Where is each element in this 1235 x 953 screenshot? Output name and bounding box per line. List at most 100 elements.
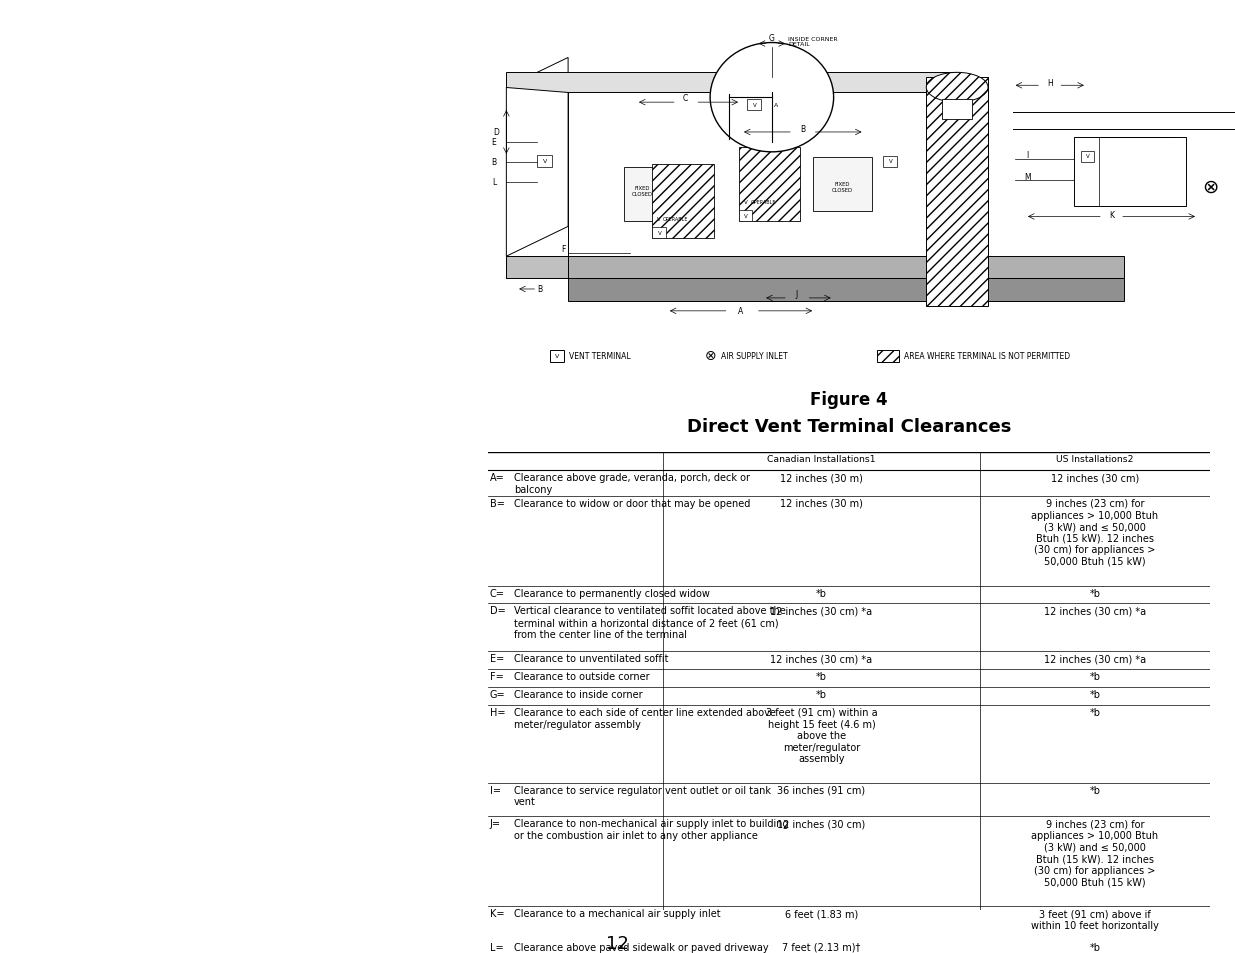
Text: *b: *b [816, 672, 827, 681]
FancyBboxPatch shape [813, 157, 872, 213]
Text: Clearance above paved sidewalk or paved driveway
located on public property: Clearance above paved sidewalk or paved … [514, 942, 768, 953]
Text: Direct Vent Terminal Clearances: Direct Vent Terminal Clearances [687, 417, 1011, 436]
Text: Clearance to permanently closed widow: Clearance to permanently closed widow [514, 588, 710, 598]
Text: FIXED
CLOSED: FIXED CLOSED [831, 182, 853, 193]
Text: OPERABLE: OPERABLE [663, 216, 689, 222]
Text: F=: F= [490, 672, 504, 681]
Polygon shape [506, 58, 568, 257]
Text: Clearance to outside corner: Clearance to outside corner [514, 672, 650, 681]
Ellipse shape [710, 44, 834, 152]
Text: Clearance to each side of center line extended above
meter/regulator assembly: Clearance to each side of center line ex… [514, 707, 776, 729]
Text: 12 inches (30 cm) *a: 12 inches (30 cm) *a [1044, 654, 1146, 663]
Polygon shape [506, 73, 957, 93]
FancyBboxPatch shape [1081, 152, 1094, 163]
FancyBboxPatch shape [739, 212, 752, 222]
Text: V: V [555, 354, 559, 358]
Text: M: M [1024, 173, 1031, 182]
Text: A: A [739, 307, 743, 316]
Text: Vertical clearance to ventilated soffit located above the
terminal within a hori: Vertical clearance to ventilated soffit … [514, 606, 785, 639]
Text: V: V [657, 216, 661, 222]
Text: Figure 4: Figure 4 [810, 391, 888, 409]
FancyBboxPatch shape [550, 351, 564, 362]
FancyBboxPatch shape [883, 156, 897, 168]
Text: 12 inches (30 m): 12 inches (30 m) [781, 473, 863, 482]
Text: 12 inches (30 cm) *a: 12 inches (30 cm) *a [1044, 606, 1146, 616]
Text: V: V [743, 200, 747, 205]
Text: I=: I= [490, 785, 501, 795]
Text: Canadian Installations1: Canadian Installations1 [767, 455, 876, 464]
Text: Clearance to non-mechanical air supply inlet to building
or the combustion air i: Clearance to non-mechanical air supply i… [514, 819, 788, 841]
Text: 9 inches (23 cm) for
appliances > 10,000 Btuh
(3 kW) and ≤ 50,000
Btuh (15 kW). : 9 inches (23 cm) for appliances > 10,000… [1031, 498, 1158, 566]
Polygon shape [568, 279, 1124, 301]
Text: Clearance to inside corner: Clearance to inside corner [514, 689, 642, 700]
Text: K: K [1109, 211, 1114, 220]
Polygon shape [506, 257, 568, 279]
FancyBboxPatch shape [537, 155, 552, 168]
Text: I: I [1026, 152, 1029, 160]
Text: *b: *b [1089, 707, 1100, 718]
Text: VENT TERMINAL: VENT TERMINAL [569, 352, 631, 360]
Text: E=: E= [490, 654, 504, 663]
Text: 12 inches (30 cm) *a: 12 inches (30 cm) *a [771, 654, 873, 663]
Text: V: V [752, 103, 757, 108]
Text: D=: D= [490, 606, 505, 616]
Text: V: V [542, 159, 547, 164]
Text: B=: B= [490, 498, 505, 508]
Text: 12: 12 [605, 934, 629, 952]
FancyBboxPatch shape [652, 228, 666, 239]
Text: INSIDE CORNER
DETAIL: INSIDE CORNER DETAIL [788, 36, 837, 48]
Text: C=: C= [490, 588, 505, 598]
Text: 36 inches (91 cm): 36 inches (91 cm) [777, 785, 866, 795]
Text: J: J [795, 290, 798, 299]
Text: *b: *b [1089, 689, 1100, 700]
Text: V: V [1086, 154, 1091, 159]
Text: G=: G= [490, 689, 505, 700]
Text: G: G [769, 34, 774, 43]
Text: 12 inches (30 cm) *a: 12 inches (30 cm) *a [771, 606, 873, 616]
Text: Clearance to a mechanical air supply inlet: Clearance to a mechanical air supply inl… [514, 908, 720, 918]
Text: L: L [493, 178, 496, 187]
Text: 12 inches (30 cm): 12 inches (30 cm) [1051, 473, 1139, 482]
Text: L=: L= [490, 942, 504, 952]
Text: US Installations2: US Installations2 [1056, 455, 1134, 464]
Polygon shape [506, 257, 1124, 279]
Text: ⊗: ⊗ [1202, 178, 1219, 197]
Polygon shape [568, 93, 957, 257]
Text: F: F [561, 245, 566, 253]
Text: A: A [773, 103, 778, 108]
Text: Clearance to service regulator vent outlet or oil tank
vent: Clearance to service regulator vent outl… [514, 785, 771, 806]
Text: *b: *b [816, 588, 827, 598]
Text: H: H [1047, 79, 1052, 88]
Text: Clearance to unventilated soffit: Clearance to unventilated soffit [514, 654, 668, 663]
FancyBboxPatch shape [739, 148, 800, 222]
Text: *b: *b [1089, 785, 1100, 795]
Text: K=: K= [490, 908, 504, 918]
Text: Clearance to widow or door that may be opened: Clearance to widow or door that may be o… [514, 498, 751, 508]
Text: B: B [492, 158, 496, 167]
Text: AIR SUPPLY INLET: AIR SUPPLY INLET [721, 352, 788, 360]
FancyBboxPatch shape [1074, 138, 1186, 208]
Text: B: B [800, 126, 805, 134]
Text: 12 inches (30 cm): 12 inches (30 cm) [777, 819, 866, 828]
Text: FIXED
CLOSED: FIXED CLOSED [631, 186, 653, 196]
Text: H=: H= [490, 707, 505, 718]
FancyBboxPatch shape [877, 351, 899, 362]
Text: *b: *b [1089, 672, 1100, 681]
Text: OPERABLE: OPERABLE [751, 200, 777, 205]
FancyBboxPatch shape [942, 100, 972, 120]
Text: Clearance above grade, veranda, porch, deck or
balcony: Clearance above grade, veranda, porch, d… [514, 473, 750, 495]
Text: 7 feet (2.13 m)†: 7 feet (2.13 m)† [782, 942, 861, 952]
Text: 12 inches (30 m): 12 inches (30 m) [781, 498, 863, 508]
Text: A=: A= [490, 473, 505, 482]
FancyBboxPatch shape [624, 168, 683, 222]
Text: V: V [888, 159, 893, 164]
Text: E: E [492, 138, 496, 148]
Text: B: B [537, 285, 542, 294]
Text: *b: *b [816, 689, 827, 700]
Text: ⊗: ⊗ [704, 348, 716, 362]
Text: C: C [683, 93, 688, 103]
Text: V: V [743, 213, 748, 218]
FancyBboxPatch shape [652, 165, 714, 239]
Text: V: V [657, 231, 662, 235]
Text: 3 feet (91 cm) above if
within 10 feet horizontally: 3 feet (91 cm) above if within 10 feet h… [1031, 908, 1158, 930]
